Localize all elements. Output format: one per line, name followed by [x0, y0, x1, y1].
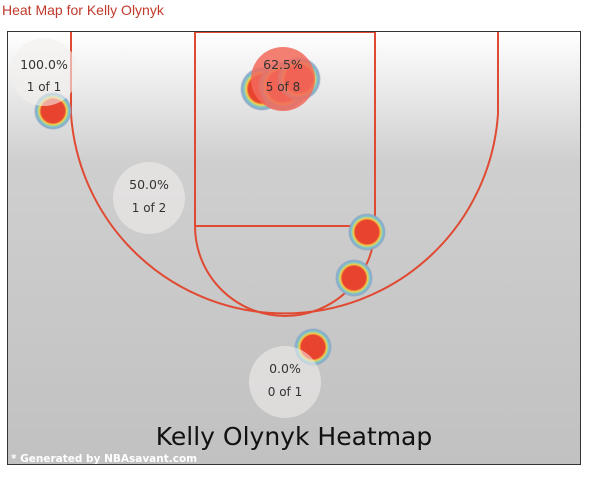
three-point-arc — [70, 113, 499, 315]
zone-bubble — [251, 47, 315, 111]
zone-pct: 100.0% — [20, 57, 68, 72]
zone-bubble — [113, 162, 185, 234]
credit-text: * Generated by NBAsavant.com — [11, 453, 197, 464]
paint-lane — [194, 32, 376, 227]
zone-restricted-area: 62.5% 5 of 8 — [251, 47, 315, 111]
zone-left-corner-three: 100.0% 1 of 1 — [10, 38, 78, 106]
zone-left-midrange: 50.0% 1 of 2 — [113, 162, 185, 234]
zone-bubbles: 100.0% 1 of 1 62.5% 5 of 8 50.0% 1 of 2 … — [10, 38, 321, 418]
zone-bubble — [10, 38, 78, 106]
zone-pct: 50.0% — [129, 177, 169, 192]
zone-count: 1 of 1 — [27, 80, 61, 94]
zone-top-of-key-three: 0.0% 0 of 1 — [249, 346, 321, 418]
zone-bubble — [249, 346, 321, 418]
zone-pct: 62.5% — [263, 57, 303, 72]
page-title: Heat Map for Kelly Olynyk — [2, 2, 164, 18]
shot-marker-right-elbow — [335, 259, 373, 297]
court-svg: 100.0% 1 of 1 62.5% 5 of 8 50.0% 1 of 2 … — [8, 32, 580, 464]
zone-count: 0 of 1 — [268, 385, 302, 399]
heatmap-title: Kelly Olynyk Heatmap — [156, 422, 433, 451]
zone-count: 5 of 8 — [266, 80, 300, 94]
zone-pct: 0.0% — [269, 361, 301, 376]
heatmap-court: 100.0% 1 of 1 62.5% 5 of 8 50.0% 1 of 2 … — [7, 31, 581, 465]
zone-count: 1 of 2 — [132, 201, 166, 215]
shot-marker-right-paint — [348, 213, 386, 251]
